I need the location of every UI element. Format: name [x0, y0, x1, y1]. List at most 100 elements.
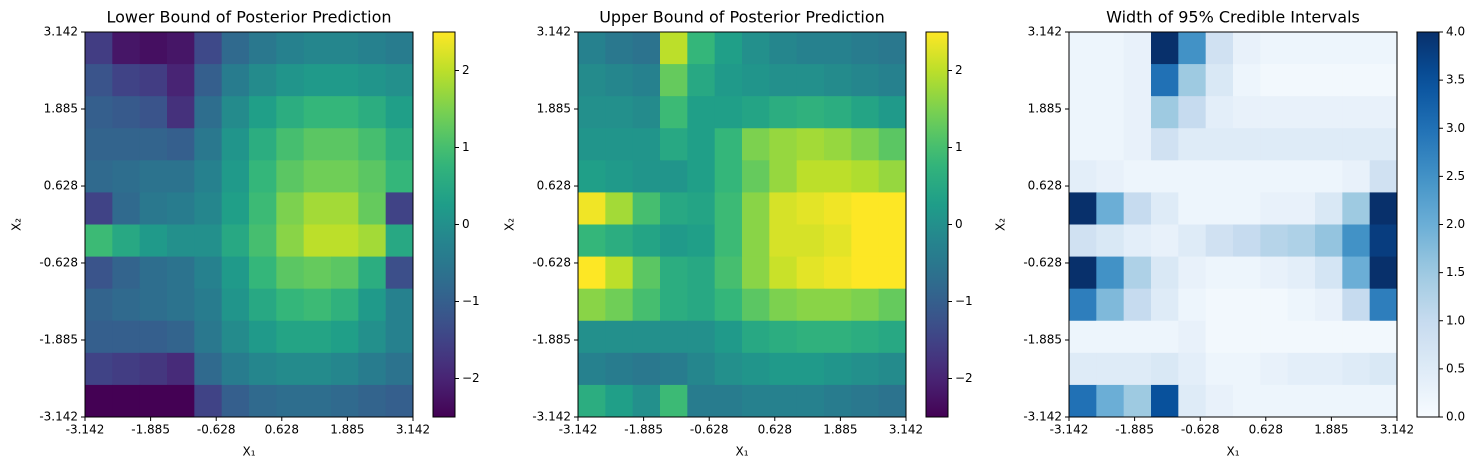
- heatmap-cell: [578, 320, 606, 354]
- heatmap-cell: [276, 32, 305, 65]
- heatmap-cell: [605, 96, 634, 129]
- heatmap-cell: [194, 160, 223, 193]
- heatmap-cell: [112, 160, 141, 193]
- heatmap-cell: [578, 128, 606, 161]
- heatmap-cell: [1151, 224, 1179, 258]
- heatmap-cell: [1096, 288, 1125, 322]
- heatmap-cell: [1123, 160, 1152, 193]
- heatmap-cell: [632, 256, 661, 290]
- heatmap-cell: [249, 128, 277, 161]
- plot-frame: [577, 31, 907, 418]
- heatmap-cell: [660, 256, 688, 290]
- heatmap-cell: [1287, 320, 1316, 354]
- heatmap-cell: [1260, 128, 1289, 161]
- heatmap-cell: [1069, 96, 1097, 129]
- heatmap-cell: [605, 320, 634, 354]
- heatmap-cell: [1315, 128, 1343, 161]
- heatmap-cell: [221, 96, 250, 129]
- heatmap-cell: [385, 64, 414, 97]
- heatmap-cell: [139, 128, 168, 161]
- heatmap-cell: [276, 128, 305, 161]
- heatmap-cell: [1342, 224, 1371, 258]
- heatmap-cell: [1096, 256, 1125, 290]
- heatmap-cell: [112, 32, 141, 65]
- heatmap-cell: [1342, 64, 1371, 97]
- heatmap-cell: [1369, 352, 1398, 386]
- y-tick-label: -1.885: [1023, 332, 1062, 346]
- heatmap-cell: [851, 160, 880, 193]
- heatmap-cell: [331, 64, 359, 97]
- heatmap-cell: [578, 160, 606, 193]
- heatmap-cell: [139, 192, 168, 225]
- heatmap-cell: [578, 288, 606, 322]
- heatmap-cell: [1123, 224, 1152, 258]
- heatmap-cell: [742, 320, 770, 354]
- y-axis-label: X₂: [10, 218, 24, 231]
- heatmap-cell: [1315, 288, 1343, 322]
- heatmap-cell: [796, 256, 825, 290]
- heatmap-cell: [1233, 384, 1261, 418]
- heatmap-cell: [1205, 352, 1234, 386]
- heatmap-cell: [167, 224, 195, 258]
- heatmap-cell: [578, 352, 606, 386]
- heatmap-cell: [1287, 64, 1316, 97]
- heatmap-cell: [112, 320, 141, 354]
- heatmap-cell: [1287, 192, 1316, 225]
- heatmap-cell: [249, 160, 277, 193]
- heatmap-cell: [1123, 256, 1152, 290]
- heatmap-cell: [796, 352, 825, 386]
- heatmap-cell: [824, 224, 852, 258]
- heatmap-cell: [1260, 160, 1289, 193]
- heatmap-cell: [796, 288, 825, 322]
- heatmap-cell: [221, 224, 250, 258]
- heatmap-cell: [742, 288, 770, 322]
- heatmap-cell: [742, 256, 770, 290]
- y-tick-label: 0.628: [1028, 179, 1062, 193]
- heatmap-cell: [1260, 384, 1289, 418]
- heatmap-cell: [1151, 128, 1179, 161]
- heatmap-cell: [221, 32, 250, 65]
- heatmap-cell: [331, 96, 359, 129]
- y-tick-label: -3.142: [39, 410, 78, 424]
- y-tick-label: 3.142: [537, 25, 571, 39]
- colorbar-tick-label: 4.0: [1446, 25, 1465, 39]
- heatmap-cell: [1123, 64, 1152, 97]
- heatmap-cell: [1342, 192, 1371, 225]
- heatmap-cell: [769, 64, 798, 97]
- heatmap-cell: [796, 32, 825, 65]
- heatmap-cell: [1069, 192, 1097, 225]
- heatmap-cell: [687, 224, 716, 258]
- heatmap-cell: [1287, 352, 1316, 386]
- heatmap-cell: [742, 32, 770, 65]
- heatmap-cell: [1096, 160, 1125, 193]
- heatmap-cell: [1315, 352, 1343, 386]
- heatmap-cell: [878, 288, 907, 322]
- heatmap-cell: [1178, 320, 1207, 354]
- heatmap-cell: [742, 352, 770, 386]
- heatmap-cell: [1287, 224, 1316, 258]
- heatmap-cell: [167, 32, 195, 65]
- heatmap-cell: [358, 128, 387, 161]
- y-tick-label: -0.628: [39, 255, 78, 269]
- colorbar-tick-label: −2: [462, 371, 480, 385]
- x-axis-label: X₁: [1226, 445, 1239, 459]
- heatmap-cell: [742, 160, 770, 193]
- heatmap-cell: [1096, 384, 1125, 418]
- heatmap-cell: [605, 128, 634, 161]
- heatmap-cell: [851, 192, 880, 225]
- heatmap-cell: [1123, 128, 1152, 161]
- heatmap-cell: [1315, 256, 1343, 290]
- heatmap-cell: [1069, 320, 1097, 354]
- y-tick-label: 0.628: [44, 179, 78, 193]
- heatmap-cell: [194, 320, 223, 354]
- y-tick-label: 1.885: [44, 102, 78, 116]
- heatmap-cell: [769, 256, 798, 290]
- heatmap-cell: [769, 160, 798, 193]
- heatmap-cell: [1260, 352, 1289, 386]
- heatmap-cell: [632, 352, 661, 386]
- heatmap-cell: [385, 32, 414, 65]
- heatmap-cell: [1069, 288, 1097, 322]
- heatmap-cell: [331, 256, 359, 290]
- heatmap-cell: [85, 192, 113, 225]
